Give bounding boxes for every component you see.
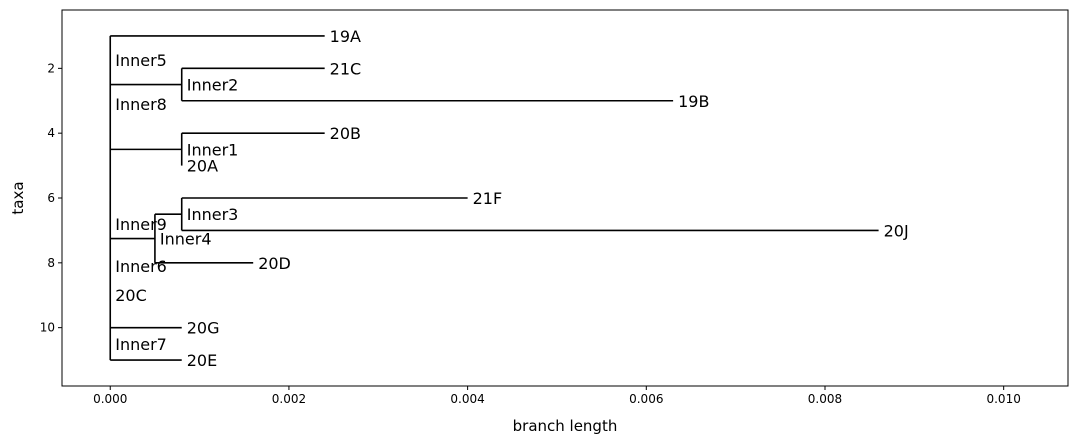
node-label: Inner3 (187, 205, 239, 224)
y-axis: 2 4 6 8 10 (40, 61, 62, 335)
x-axis-title: branch length (513, 417, 618, 435)
node-label: 20A (187, 157, 218, 176)
node-label: Inner4 (160, 230, 212, 249)
node-label: Inner2 (187, 76, 239, 95)
node-label: 20C (115, 286, 147, 305)
node-label: 20D (258, 254, 291, 273)
y-tick-label: 10 (40, 321, 55, 335)
y-tick-label: 4 (47, 126, 55, 140)
node-label: Inner9 (115, 215, 167, 234)
x-tick-label: 0.002 (272, 392, 306, 406)
y-tick-label: 2 (47, 61, 55, 75)
node-label: 20G (187, 319, 220, 338)
x-tick-label: 0.008 (808, 392, 842, 406)
node-label: 21C (330, 59, 362, 78)
x-tick-label: 0.006 (629, 392, 663, 406)
y-tick-label: 6 (47, 191, 55, 205)
node-label: 20E (187, 351, 217, 370)
node-label: Inner5 (115, 51, 167, 70)
node-label: 21F (473, 189, 503, 208)
x-tick-label: 0.000 (93, 392, 127, 406)
x-tick-label: 0.010 (986, 392, 1020, 406)
tree-branches (109, 35, 879, 361)
node-label: 19A (330, 27, 361, 46)
node-label: 20B (330, 124, 361, 143)
y-axis-title: taxa (9, 181, 27, 214)
node-label: Inner1 (187, 140, 239, 159)
y-tick-label: 8 (47, 256, 55, 270)
x-tick-label: 0.004 (450, 392, 484, 406)
x-axis: 0.000 0.002 0.004 0.006 0.008 0.010 (93, 386, 1021, 406)
node-label: 20J (884, 221, 909, 240)
node-label: 19B (678, 92, 709, 111)
node-label: Inner8 (115, 95, 167, 114)
node-label: Inner6 (115, 257, 167, 276)
node-label: Inner7 (115, 335, 167, 354)
